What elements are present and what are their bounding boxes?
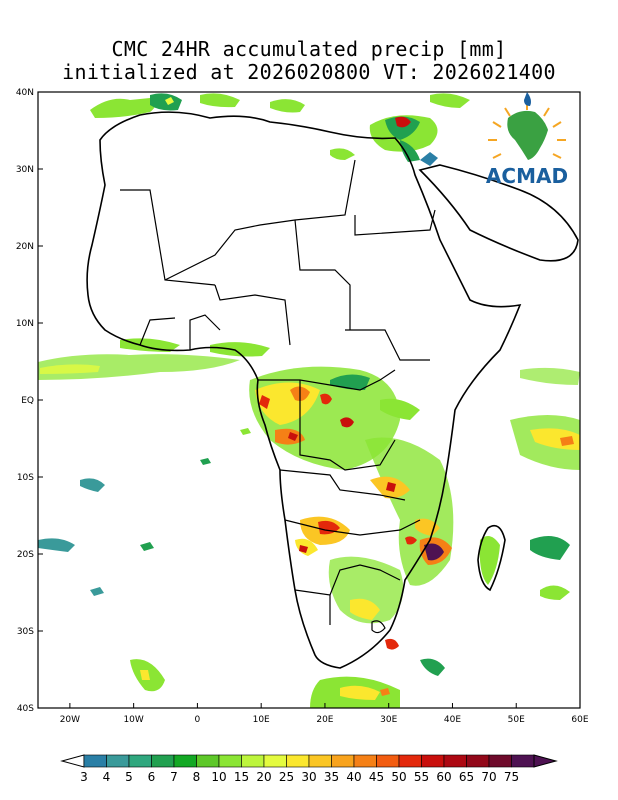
colorbar-swatch: [443, 754, 467, 768]
colorbar-swatch: [173, 754, 197, 768]
colorbar-swatch: [128, 754, 152, 768]
logo-text: ACMAD: [486, 164, 568, 188]
colorbar-label: 6: [148, 770, 156, 784]
colorbar-label: 10: [211, 770, 226, 784]
y-tick-label: 10N: [16, 319, 34, 329]
x-tick-label: 40E: [444, 715, 461, 725]
y-tick-label: 30N: [16, 165, 34, 175]
colorbar-label: 40: [346, 770, 361, 784]
colorbar-swatch: [353, 754, 377, 768]
colorbar-swatch: [106, 754, 130, 768]
colorbar-under-arrow: [60, 754, 85, 768]
y-tick-label: 10S: [17, 473, 34, 483]
x-tick-label: 30E: [380, 715, 397, 725]
colorbar-swatch: [331, 754, 355, 768]
x-tick-label: 50E: [508, 715, 525, 725]
colorbar-swatch: [488, 754, 512, 768]
title-line-1: CMC 24HR accumulated precip [mm]: [111, 37, 507, 61]
colorbar-swatch: [263, 754, 287, 768]
x-tick-label: 60E: [571, 715, 588, 725]
title-line-2: initialized at 2026020800 VT: 2026021400: [62, 60, 556, 84]
x-tick-label: 0: [195, 715, 201, 725]
x-tick-label: 10W: [123, 715, 143, 725]
x-tick-label: 20E: [316, 715, 333, 725]
colorbar-label: 4: [103, 770, 111, 784]
colorbar-swatch: [421, 754, 445, 768]
colorbar-label: 75: [504, 770, 519, 784]
colorbar-over-arrow: [533, 754, 558, 768]
colorbar-swatch: [511, 754, 535, 768]
colorbar-label: 5: [125, 770, 133, 784]
colorbar-label: 50: [391, 770, 406, 784]
colorbar-label: 35: [324, 770, 339, 784]
x-tick-label: 10E: [253, 715, 270, 725]
colorbar-label: 55: [414, 770, 429, 784]
y-tick-label: 20N: [16, 242, 34, 252]
y-tick-label: 20S: [17, 550, 34, 560]
colorbar: 3 4 5 6 7 8 10 15 20 25 30 35 40 45 50 55 60 65 70 75: [60, 754, 558, 784]
colorbar-label: 60: [436, 770, 451, 784]
colorbar-swatch: [398, 754, 422, 768]
x-tick-label: 20W: [60, 715, 80, 725]
colorbar-label: 3: [80, 770, 88, 784]
colorbar-label: 8: [193, 770, 201, 784]
x-axis-labels: 20W 10W 0 10E 20E 30E 40E 50E 60E: [60, 703, 589, 725]
colorbar-label: 70: [481, 770, 496, 784]
colorbar-swatch: [151, 754, 175, 768]
y-axis-labels: 40N 30N 20N 10N EQ 10S 20S 30S 40S: [16, 88, 43, 714]
y-tick-label: EQ: [21, 396, 34, 406]
colorbar-swatch: [83, 754, 107, 768]
country-borders: [120, 159, 436, 634]
colorbar-label: 20: [256, 770, 271, 784]
colorbar-swatch: [241, 754, 265, 768]
colorbar-label: 7: [170, 770, 178, 784]
colorbar-swatch: [286, 754, 310, 768]
colorbar-swatch: [196, 754, 220, 768]
y-tick-label: 40N: [16, 88, 34, 98]
coastline: [86, 111, 579, 669]
y-tick-label: 30S: [17, 627, 34, 637]
colorbar-swatch: [218, 754, 242, 768]
colorbar-label: 30: [301, 770, 316, 784]
colorbar-label: 65: [459, 770, 474, 784]
colorbar-swatch: [376, 754, 400, 768]
colorbar-label: 15: [234, 770, 249, 784]
colorbar-label: 25: [279, 770, 294, 784]
colorbar-swatch: [308, 754, 332, 768]
y-tick-label: 40S: [17, 704, 34, 714]
acmad-logo: ACMAD: [486, 92, 568, 188]
colorbar-swatch: [466, 754, 490, 768]
precip-field: [38, 93, 580, 708]
colorbar-label: 45: [369, 770, 384, 784]
